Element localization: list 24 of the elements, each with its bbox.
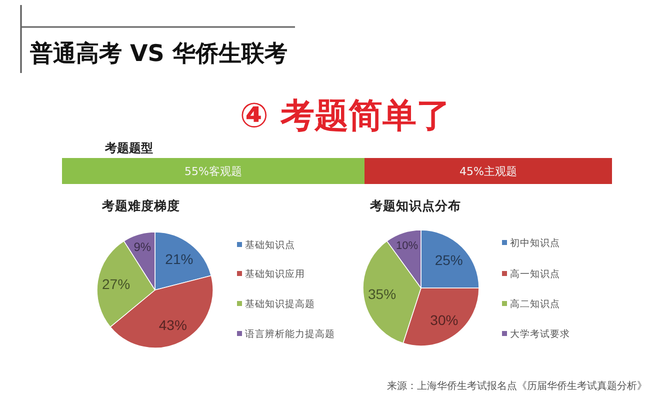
data-label: 10% <box>396 240 418 252</box>
data-label: 9% <box>134 240 152 254</box>
legend-label: 初中知识点 <box>510 237 560 249</box>
text: 普通高考 VS 华侨生联考 <box>29 40 288 67</box>
data-label: 55%客观题 <box>184 165 242 178</box>
legend-label: 基础知识应用 <box>245 268 305 280</box>
source-note: 来源：上海华侨生考试报名点《历届华侨生考试真题分析》 <box>387 380 647 392</box>
text: ④ 考题简单了 <box>240 96 450 136</box>
chart-title: 考题题型 <box>104 141 153 155</box>
data-label: 43% <box>158 317 187 334</box>
legend-label: 大学考试要求 <box>510 328 570 340</box>
data-label: 27% <box>102 276 130 292</box>
data-label: 21% <box>165 250 194 267</box>
legend-label: 基础知识提高题 <box>245 298 315 310</box>
data-label: 30% <box>430 312 458 328</box>
chart-title: 考题知识点分布 <box>369 198 461 213</box>
data-label: 45%主观题 <box>460 165 517 178</box>
legend-label: 语言辨析能力提高题 <box>245 328 335 340</box>
data-label: 25% <box>434 252 463 268</box>
data-label: 35% <box>368 286 396 302</box>
legend-label: 高二知识点 <box>510 298 560 310</box>
chart-title: 考题难度梯度 <box>101 198 180 213</box>
legend-label: 基础知识点 <box>245 239 295 251</box>
legend-label: 高一知识点 <box>510 268 560 280</box>
